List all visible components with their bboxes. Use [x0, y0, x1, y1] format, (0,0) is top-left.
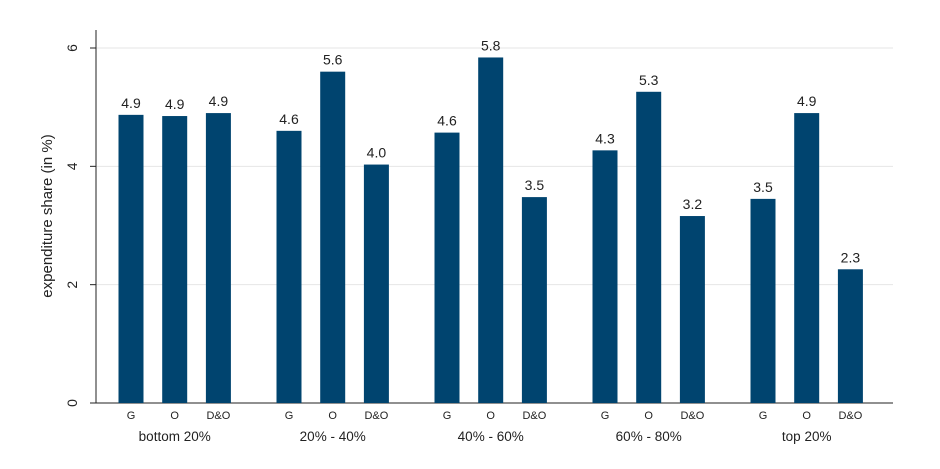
x-subcategory-label: G	[285, 410, 294, 422]
bar	[592, 150, 618, 403]
x-group-label: bottom 20%	[139, 429, 211, 444]
data-label: 5.8	[481, 37, 501, 53]
bar	[837, 269, 863, 403]
y-tick-label: 2	[64, 281, 80, 289]
data-label: 4.9	[797, 93, 817, 109]
x-subcategory-label: D&O	[364, 410, 388, 422]
x-subcategory-label: D&O	[206, 410, 230, 422]
data-label: 3.2	[683, 196, 703, 212]
x-subcategory-label: O	[644, 410, 653, 422]
y-tick-label: 0	[64, 399, 80, 407]
bar	[320, 71, 346, 404]
x-group-label: 20% - 40%	[300, 429, 366, 444]
y-tick-label: 4	[64, 162, 80, 170]
bar	[276, 130, 302, 404]
data-label: 5.3	[639, 72, 659, 88]
x-subcategory-label: D&O	[522, 410, 546, 422]
bar	[521, 197, 547, 403]
bar	[205, 113, 231, 403]
data-label: 4.9	[165, 96, 185, 112]
x-subcategory-label: D&O	[838, 410, 862, 422]
x-group-label: top 20%	[782, 429, 832, 444]
data-label: 4.0	[367, 145, 387, 161]
y-axis-title: expenditure share (in %)	[39, 134, 56, 297]
bar	[636, 91, 662, 404]
x-subcategory-label: O	[802, 410, 811, 422]
data-label: 4.3	[595, 130, 615, 146]
data-label: 5.6	[323, 52, 343, 68]
data-labels: 4.9 4.9 4.9 4.6 5.6 4.0 4.6 5.8 3.5 4.3 5.3 3.2 3.5 4…	[121, 37, 860, 265]
x-subcategory-label: G	[601, 410, 610, 422]
data-label: 4.9	[121, 95, 141, 111]
bar	[679, 216, 705, 403]
x-subcategory-label: O	[486, 410, 495, 422]
bar	[363, 164, 389, 403]
x-subcategory-label: G	[443, 410, 452, 422]
data-label: 3.5	[753, 179, 773, 195]
x-subcategory-label: O	[328, 410, 337, 422]
data-label: 4.9	[209, 93, 229, 109]
bars	[118, 57, 863, 404]
x-group-label: 60% - 80%	[616, 429, 682, 444]
data-label: 3.5	[525, 177, 545, 193]
data-label: 4.6	[279, 111, 299, 127]
bar	[118, 114, 144, 403]
data-label: 2.3	[841, 249, 861, 265]
bar	[750, 198, 776, 403]
bar	[162, 116, 188, 404]
x-group-label: 40% - 60%	[458, 429, 524, 444]
x-subcategory-label: G	[759, 410, 768, 422]
bar	[794, 113, 820, 403]
x-subcategory-label: G	[127, 410, 136, 422]
x-subcategory-label: D&O	[680, 410, 704, 422]
bar	[434, 132, 460, 403]
x-subcategory-label: O	[170, 410, 179, 422]
y-tick-label: 6	[64, 44, 80, 52]
data-label: 4.6	[437, 113, 457, 129]
bar	[478, 57, 504, 403]
y-ticks: 0 2 4 6	[64, 44, 96, 407]
